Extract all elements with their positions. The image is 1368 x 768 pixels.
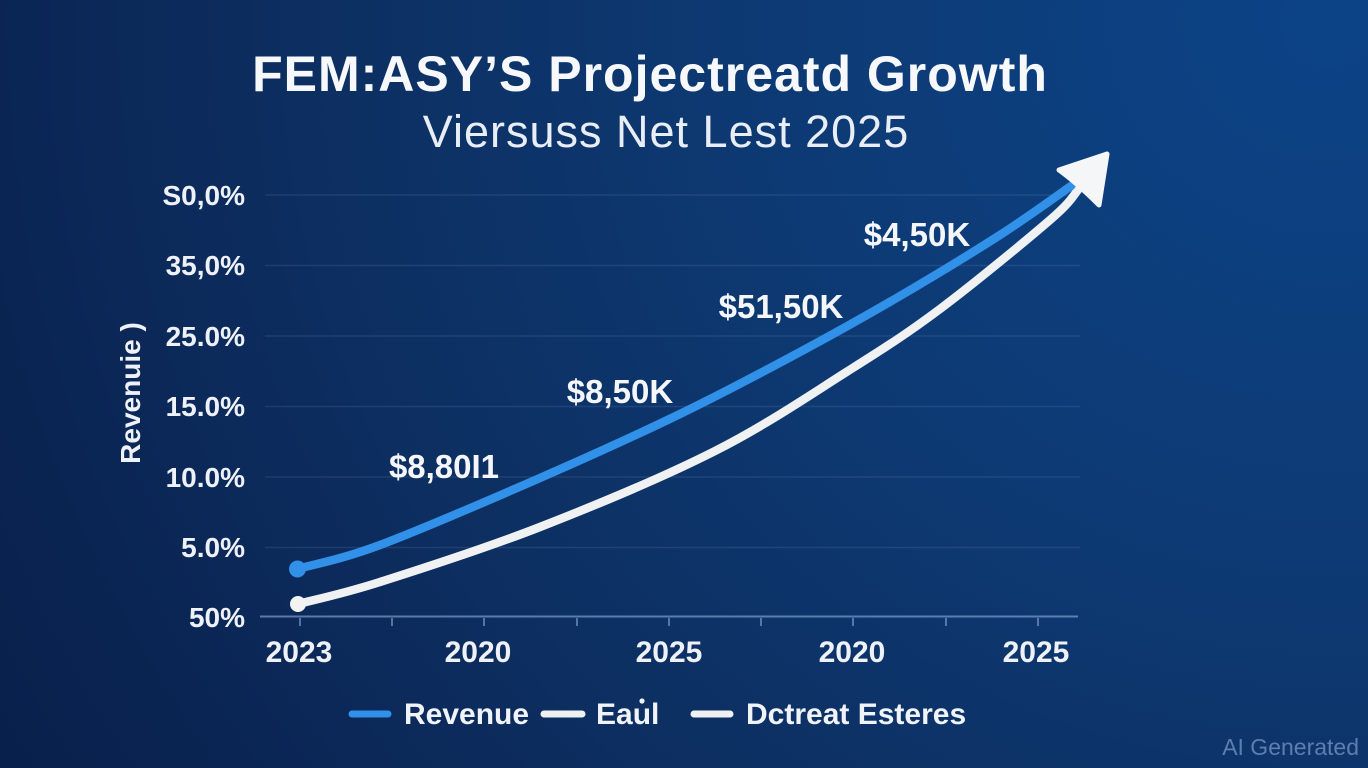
svg-text:AI Generated: AI Generated [1222, 734, 1359, 760]
svg-text:2020: 2020 [445, 636, 512, 669]
svg-text:15.0%: 15.0% [166, 391, 245, 422]
svg-text:10.0%: 10.0% [166, 462, 245, 493]
svg-text:$8,80I1: $8,80I1 [389, 448, 499, 485]
svg-text:2025: 2025 [636, 636, 703, 669]
svg-text:Viersuss Net Lest 2025: Viersuss Net Lest 2025 [423, 106, 909, 157]
svg-text:S0,0%: S0,0% [163, 180, 246, 211]
svg-text:2023: 2023 [266, 636, 333, 669]
svg-text:Revenue: Revenue [404, 698, 529, 731]
svg-text:5.0%: 5.0% [181, 532, 245, 563]
svg-text:$51,50K: $51,50K [719, 288, 844, 325]
svg-text:50%: 50% [189, 602, 245, 633]
svg-text:Eaul: Eaul [596, 698, 659, 731]
svg-text:Revenuie ): Revenuie ) [115, 322, 146, 464]
svg-text:2020: 2020 [819, 636, 886, 669]
svg-text:35,0%: 35,0% [166, 250, 245, 281]
svg-text:FEM:ASY’S Projectreatd Growth: FEM:ASY’S Projectreatd Growth [252, 46, 1048, 102]
svg-text:25.0%: 25.0% [166, 321, 245, 352]
svg-text:Dctreat Esteres: Dctreat Esteres [746, 698, 966, 731]
svg-text:$4,50K: $4,50K [864, 216, 971, 253]
svg-text:$8,50K: $8,50K [567, 373, 674, 410]
svg-text:2025: 2025 [1003, 636, 1070, 669]
